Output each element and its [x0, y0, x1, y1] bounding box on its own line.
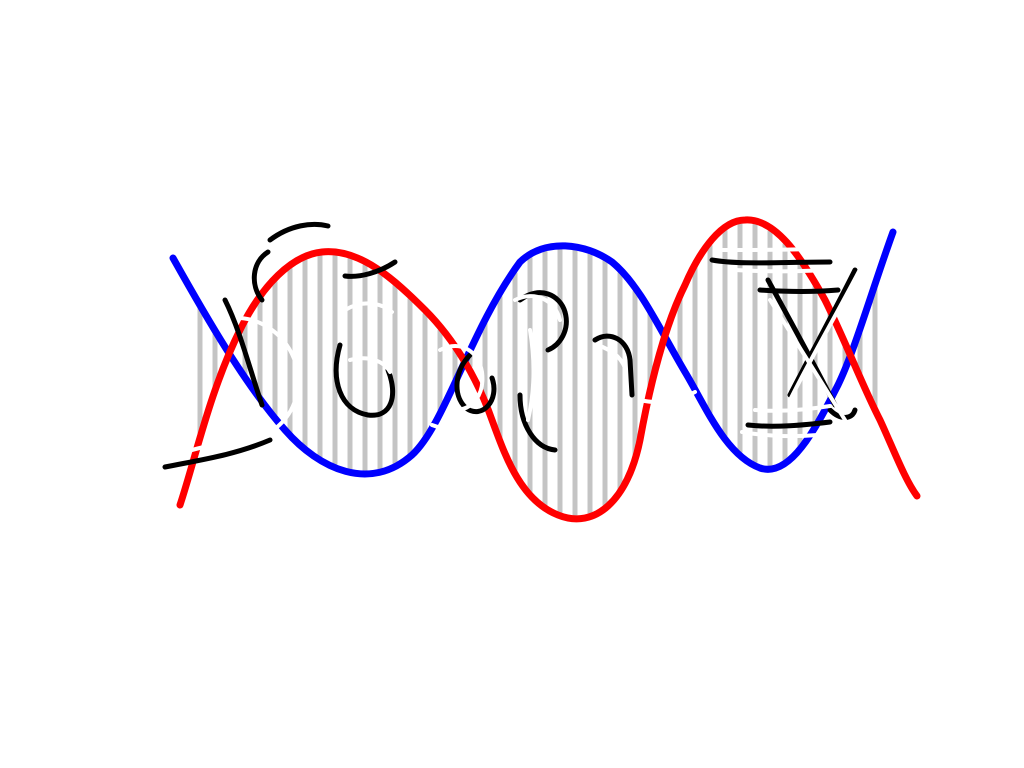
red-strand [176, 216, 921, 523]
blue-strand [169, 228, 897, 478]
ink-lettering [162, 221, 858, 470]
chalk-highlights [173, 246, 872, 457]
